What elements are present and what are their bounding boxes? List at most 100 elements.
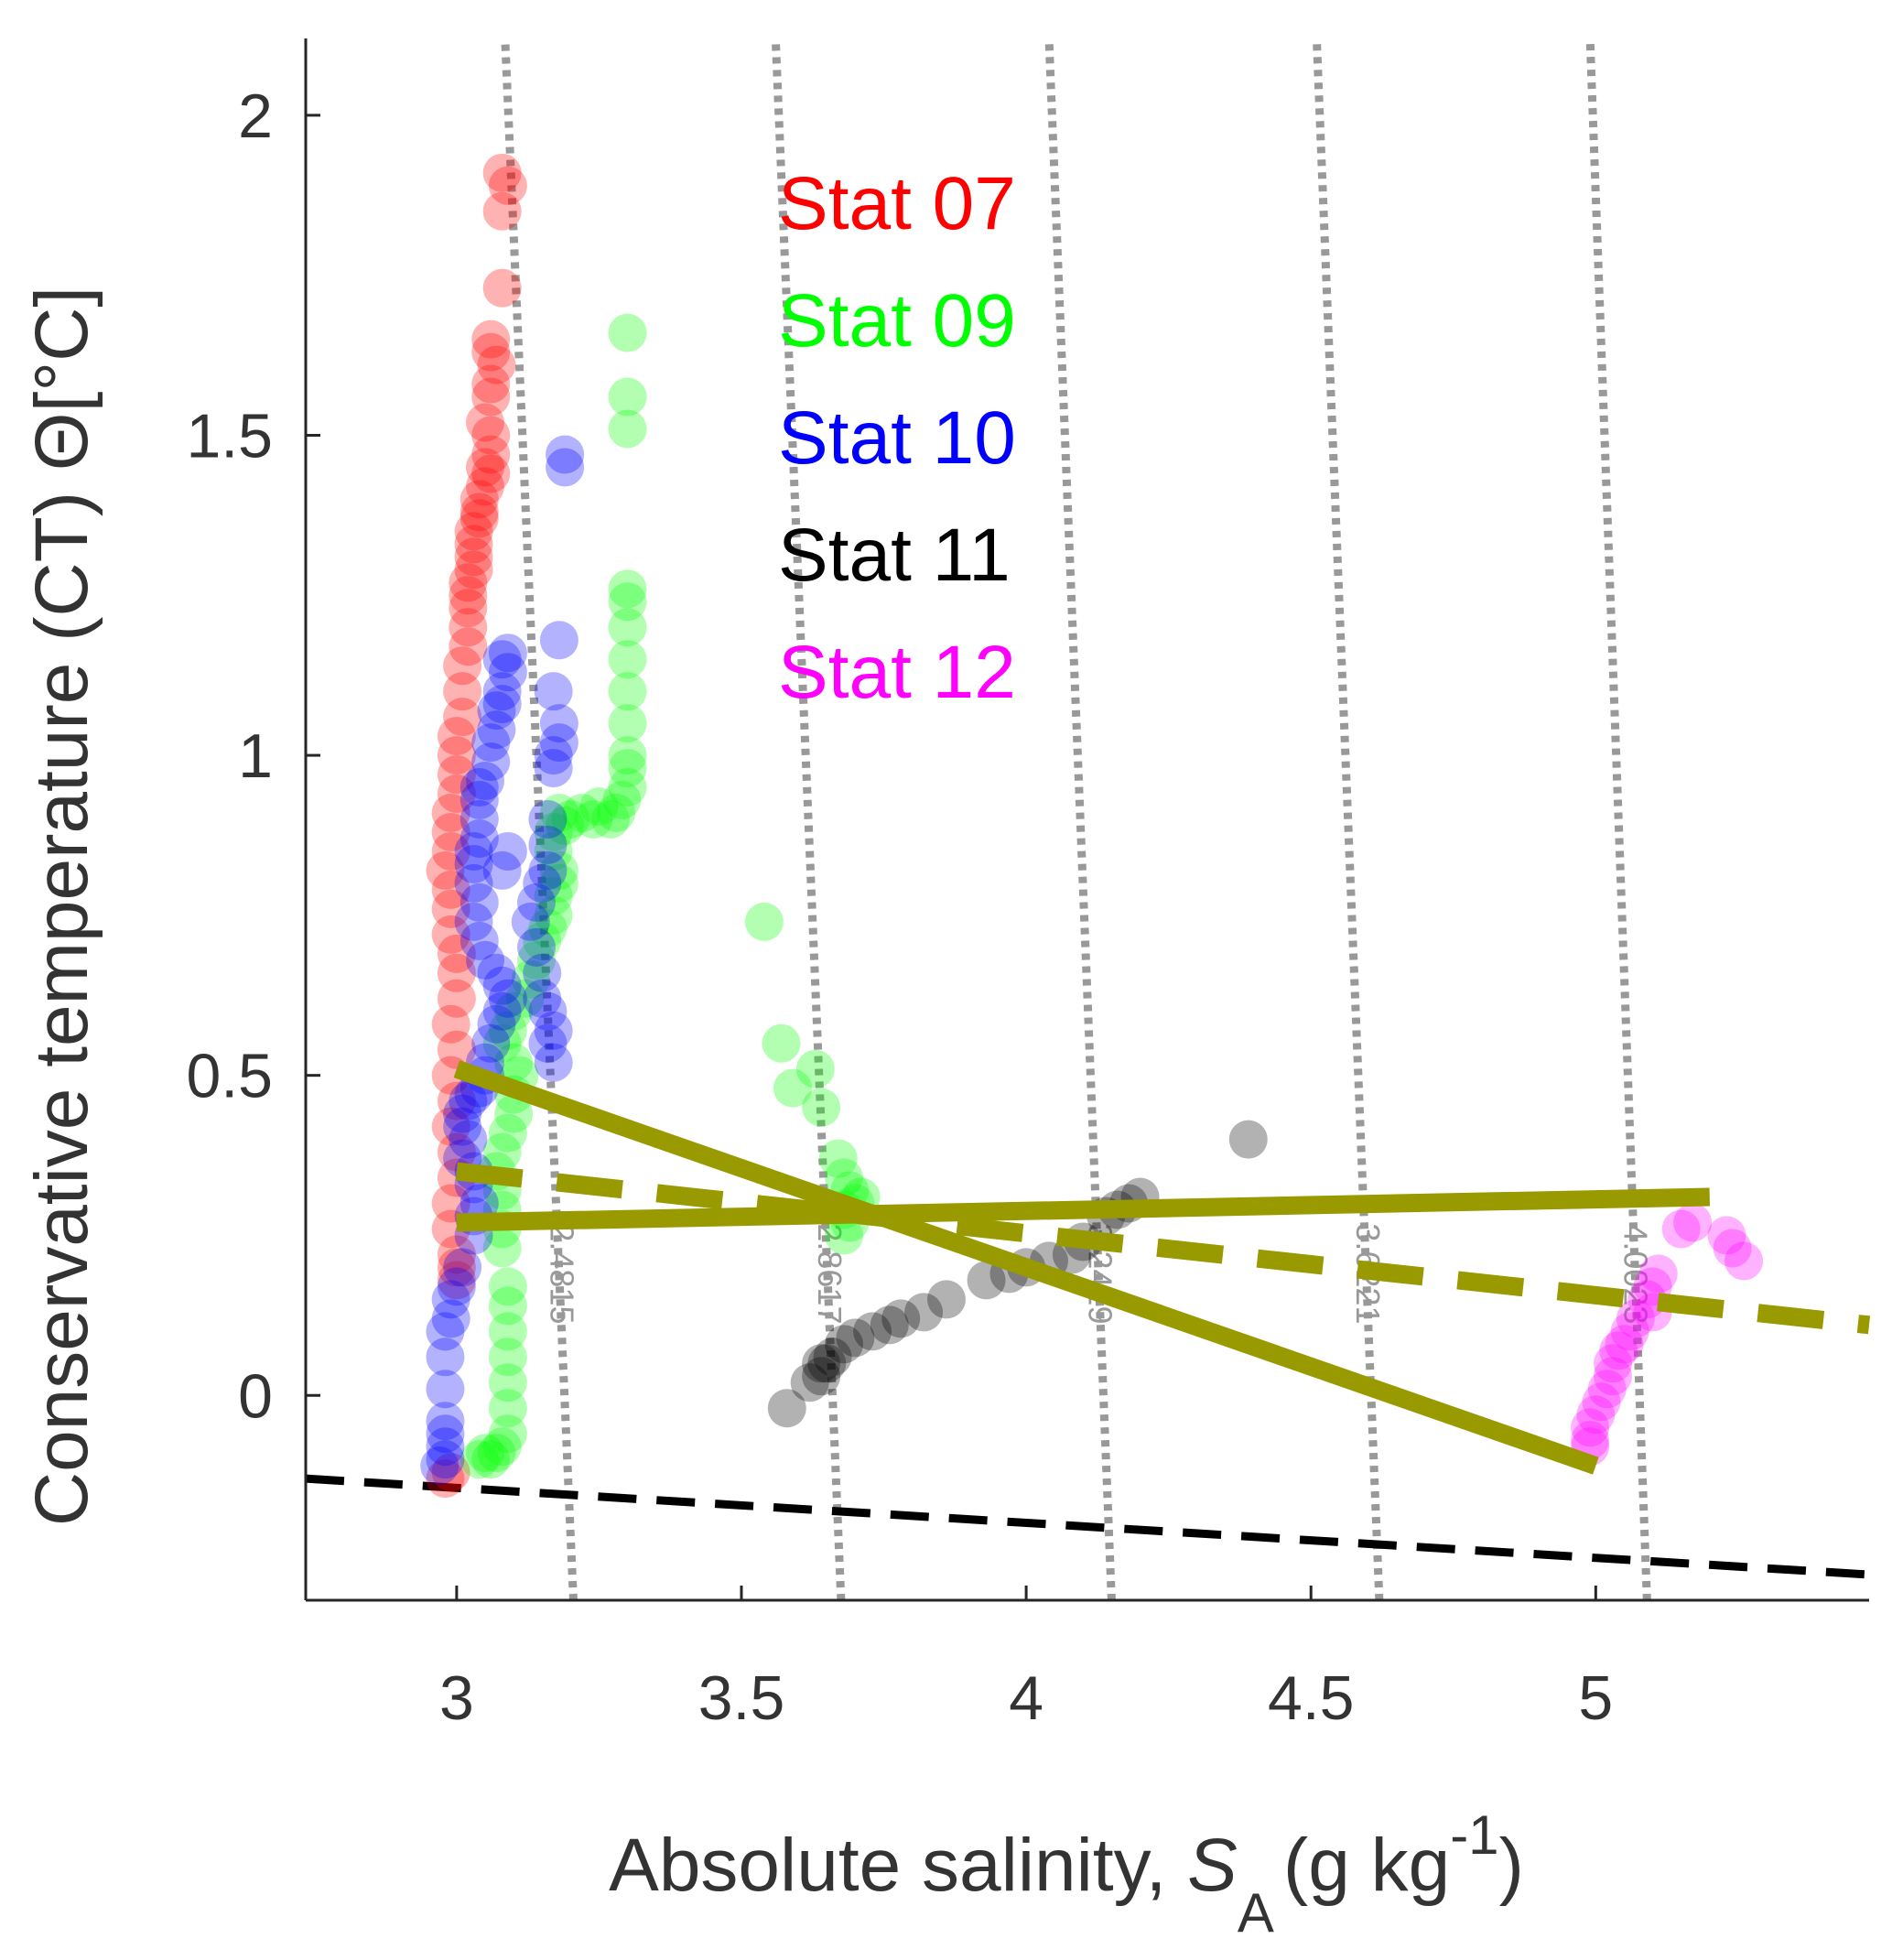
x-axis-title-open: (g kg — [1283, 1824, 1450, 1907]
data-point — [471, 1440, 511, 1479]
data-point — [1724, 1241, 1764, 1281]
data-point — [494, 1043, 534, 1082]
data-point — [443, 698, 482, 737]
data-point — [426, 1402, 465, 1441]
y-axis-title: Conservative temperature (CT) Θ[°C] — [20, 287, 103, 1526]
data-point — [1610, 1312, 1649, 1351]
data-point — [608, 704, 647, 743]
data-point — [437, 1261, 476, 1300]
data-point — [881, 1299, 921, 1338]
data-point — [426, 1312, 465, 1351]
data-point — [477, 953, 516, 992]
data-point — [431, 1280, 470, 1319]
data-point — [1582, 1382, 1621, 1422]
data-point — [574, 800, 613, 839]
data-point — [546, 806, 585, 845]
data-point — [437, 717, 476, 756]
data-point — [431, 1107, 470, 1146]
y-tick-label: 2 — [238, 81, 273, 151]
data-point — [426, 1414, 465, 1454]
data-point — [825, 1216, 863, 1255]
data-point — [494, 1094, 534, 1133]
data-point — [511, 959, 550, 999]
y-tick-label: 1.5 — [186, 401, 273, 471]
data-point — [437, 1132, 476, 1172]
data-point — [534, 672, 573, 711]
data-point — [488, 1389, 527, 1428]
data-point — [466, 467, 504, 506]
isopycnal-line-2 — [771, 38, 846, 1601]
isopycnal-label-2: 2.8617 — [811, 1223, 849, 1324]
data-point — [608, 377, 647, 417]
legend-entry-stat-11: Stat 11 — [778, 514, 1011, 597]
isopycnal-label-5: 4.0023 — [1616, 1223, 1654, 1324]
y-tick-label: 0.5 — [186, 1042, 273, 1111]
data-point — [449, 1120, 488, 1159]
data-point — [443, 646, 482, 686]
x-tick-label: 4 — [1009, 1663, 1043, 1733]
x-axis-title-superscript: -1 — [1450, 1804, 1498, 1866]
y-tick-label: 0 — [238, 1361, 273, 1431]
freezing-line — [305, 1474, 1870, 1579]
isopycnal-label-1: 2.4815 — [544, 1223, 581, 1324]
data-point — [488, 1363, 527, 1402]
data-point — [482, 268, 522, 308]
data-point — [431, 1453, 470, 1492]
data-point — [517, 883, 556, 922]
data-point — [431, 812, 470, 851]
data-point — [477, 345, 516, 384]
data-point — [1571, 1408, 1610, 1447]
data-point — [1673, 1203, 1713, 1242]
data-point — [482, 640, 522, 679]
data-point — [449, 589, 488, 628]
data-point — [482, 153, 522, 192]
x-axis-title-close: ) — [1499, 1824, 1524, 1907]
data-point — [1571, 1421, 1610, 1460]
data-point — [459, 493, 499, 532]
mixing-lines — [453, 1060, 1871, 1475]
data-point — [471, 416, 511, 455]
data-point — [431, 889, 470, 928]
data-point — [488, 1414, 527, 1454]
data-point — [437, 1248, 476, 1287]
data-point — [477, 710, 516, 750]
data-point — [539, 723, 578, 763]
data-point — [431, 1184, 470, 1223]
data-point — [1576, 1395, 1616, 1435]
data-point — [426, 1459, 465, 1499]
data-point — [523, 953, 562, 992]
data-point — [528, 991, 568, 1031]
data-point — [1599, 1331, 1638, 1370]
data-point — [454, 525, 493, 564]
data-point — [1616, 1299, 1655, 1338]
data-point — [454, 902, 493, 941]
series-stat-10 — [420, 435, 585, 1486]
data-point — [431, 794, 470, 833]
data-point — [459, 818, 499, 858]
data-point — [488, 1011, 527, 1050]
x-tick-label: 4.5 — [1268, 1663, 1355, 1733]
data-point — [482, 672, 522, 711]
data-point — [825, 1325, 863, 1364]
isopycnal-line-3 — [1044, 38, 1116, 1601]
data-point — [471, 435, 511, 474]
data-point — [608, 749, 647, 788]
legend-entry-stat-12: Stat 12 — [778, 631, 1016, 714]
data-point — [539, 850, 578, 890]
data-point — [471, 742, 511, 782]
data-point — [539, 794, 578, 833]
legend: Stat 07 Stat 09 Stat 10 Stat 11 Stat 12 — [778, 162, 1016, 714]
data-point — [443, 1094, 482, 1133]
data-point — [590, 800, 630, 839]
data-point — [853, 1312, 892, 1351]
data-point — [836, 1318, 875, 1358]
data-point — [454, 831, 493, 871]
scatter-points — [420, 153, 1764, 1499]
data-point — [534, 749, 573, 788]
data-point — [807, 1344, 847, 1383]
data-point — [608, 768, 647, 807]
data-point — [477, 691, 516, 731]
data-point — [482, 685, 522, 724]
data-point — [454, 512, 493, 551]
